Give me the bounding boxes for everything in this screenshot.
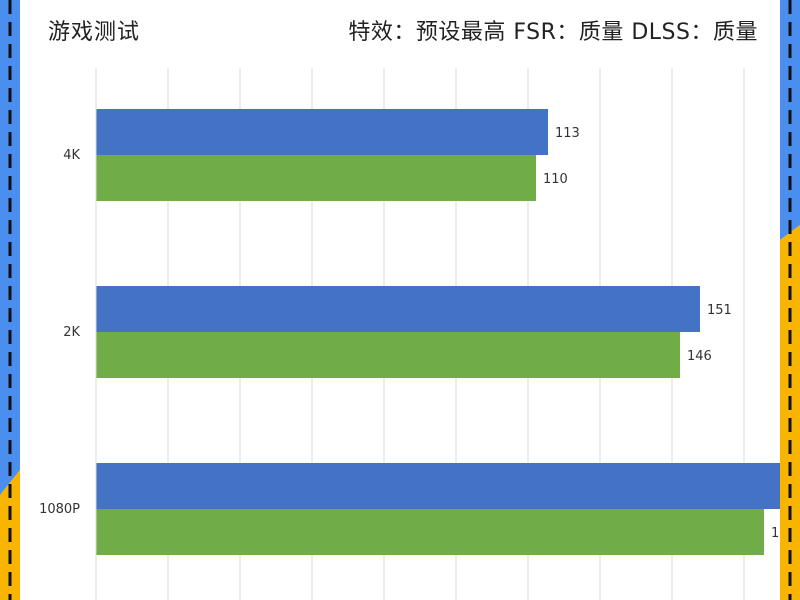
graphics-settings-label: 特效：预设最高 FSR：质量 DLSS：质量 [348,20,758,45]
category-label: 4K [63,148,80,163]
left-decorative-border [0,0,20,600]
data-label: 151 [707,303,732,318]
bar-chart: 4K1131102K1511461080P171167 [39,68,780,600]
left-border-graphic [0,0,20,600]
bar [96,332,680,378]
right-border-graphic [780,0,800,600]
data-label: 167 [771,526,780,541]
right-border-yellow-section [780,225,800,600]
bar [96,109,548,155]
data-label: 113 [555,126,580,141]
data-label: 146 [687,349,712,364]
bar [96,509,764,555]
bar [96,463,780,509]
bar [96,155,536,201]
data-label: 110 [543,172,568,187]
category-label: 2K [63,325,80,340]
right-decorative-border [780,0,800,600]
bar [96,286,700,332]
category-label: 1080P [39,502,80,517]
chart-title: 游戏测试 [48,20,141,45]
